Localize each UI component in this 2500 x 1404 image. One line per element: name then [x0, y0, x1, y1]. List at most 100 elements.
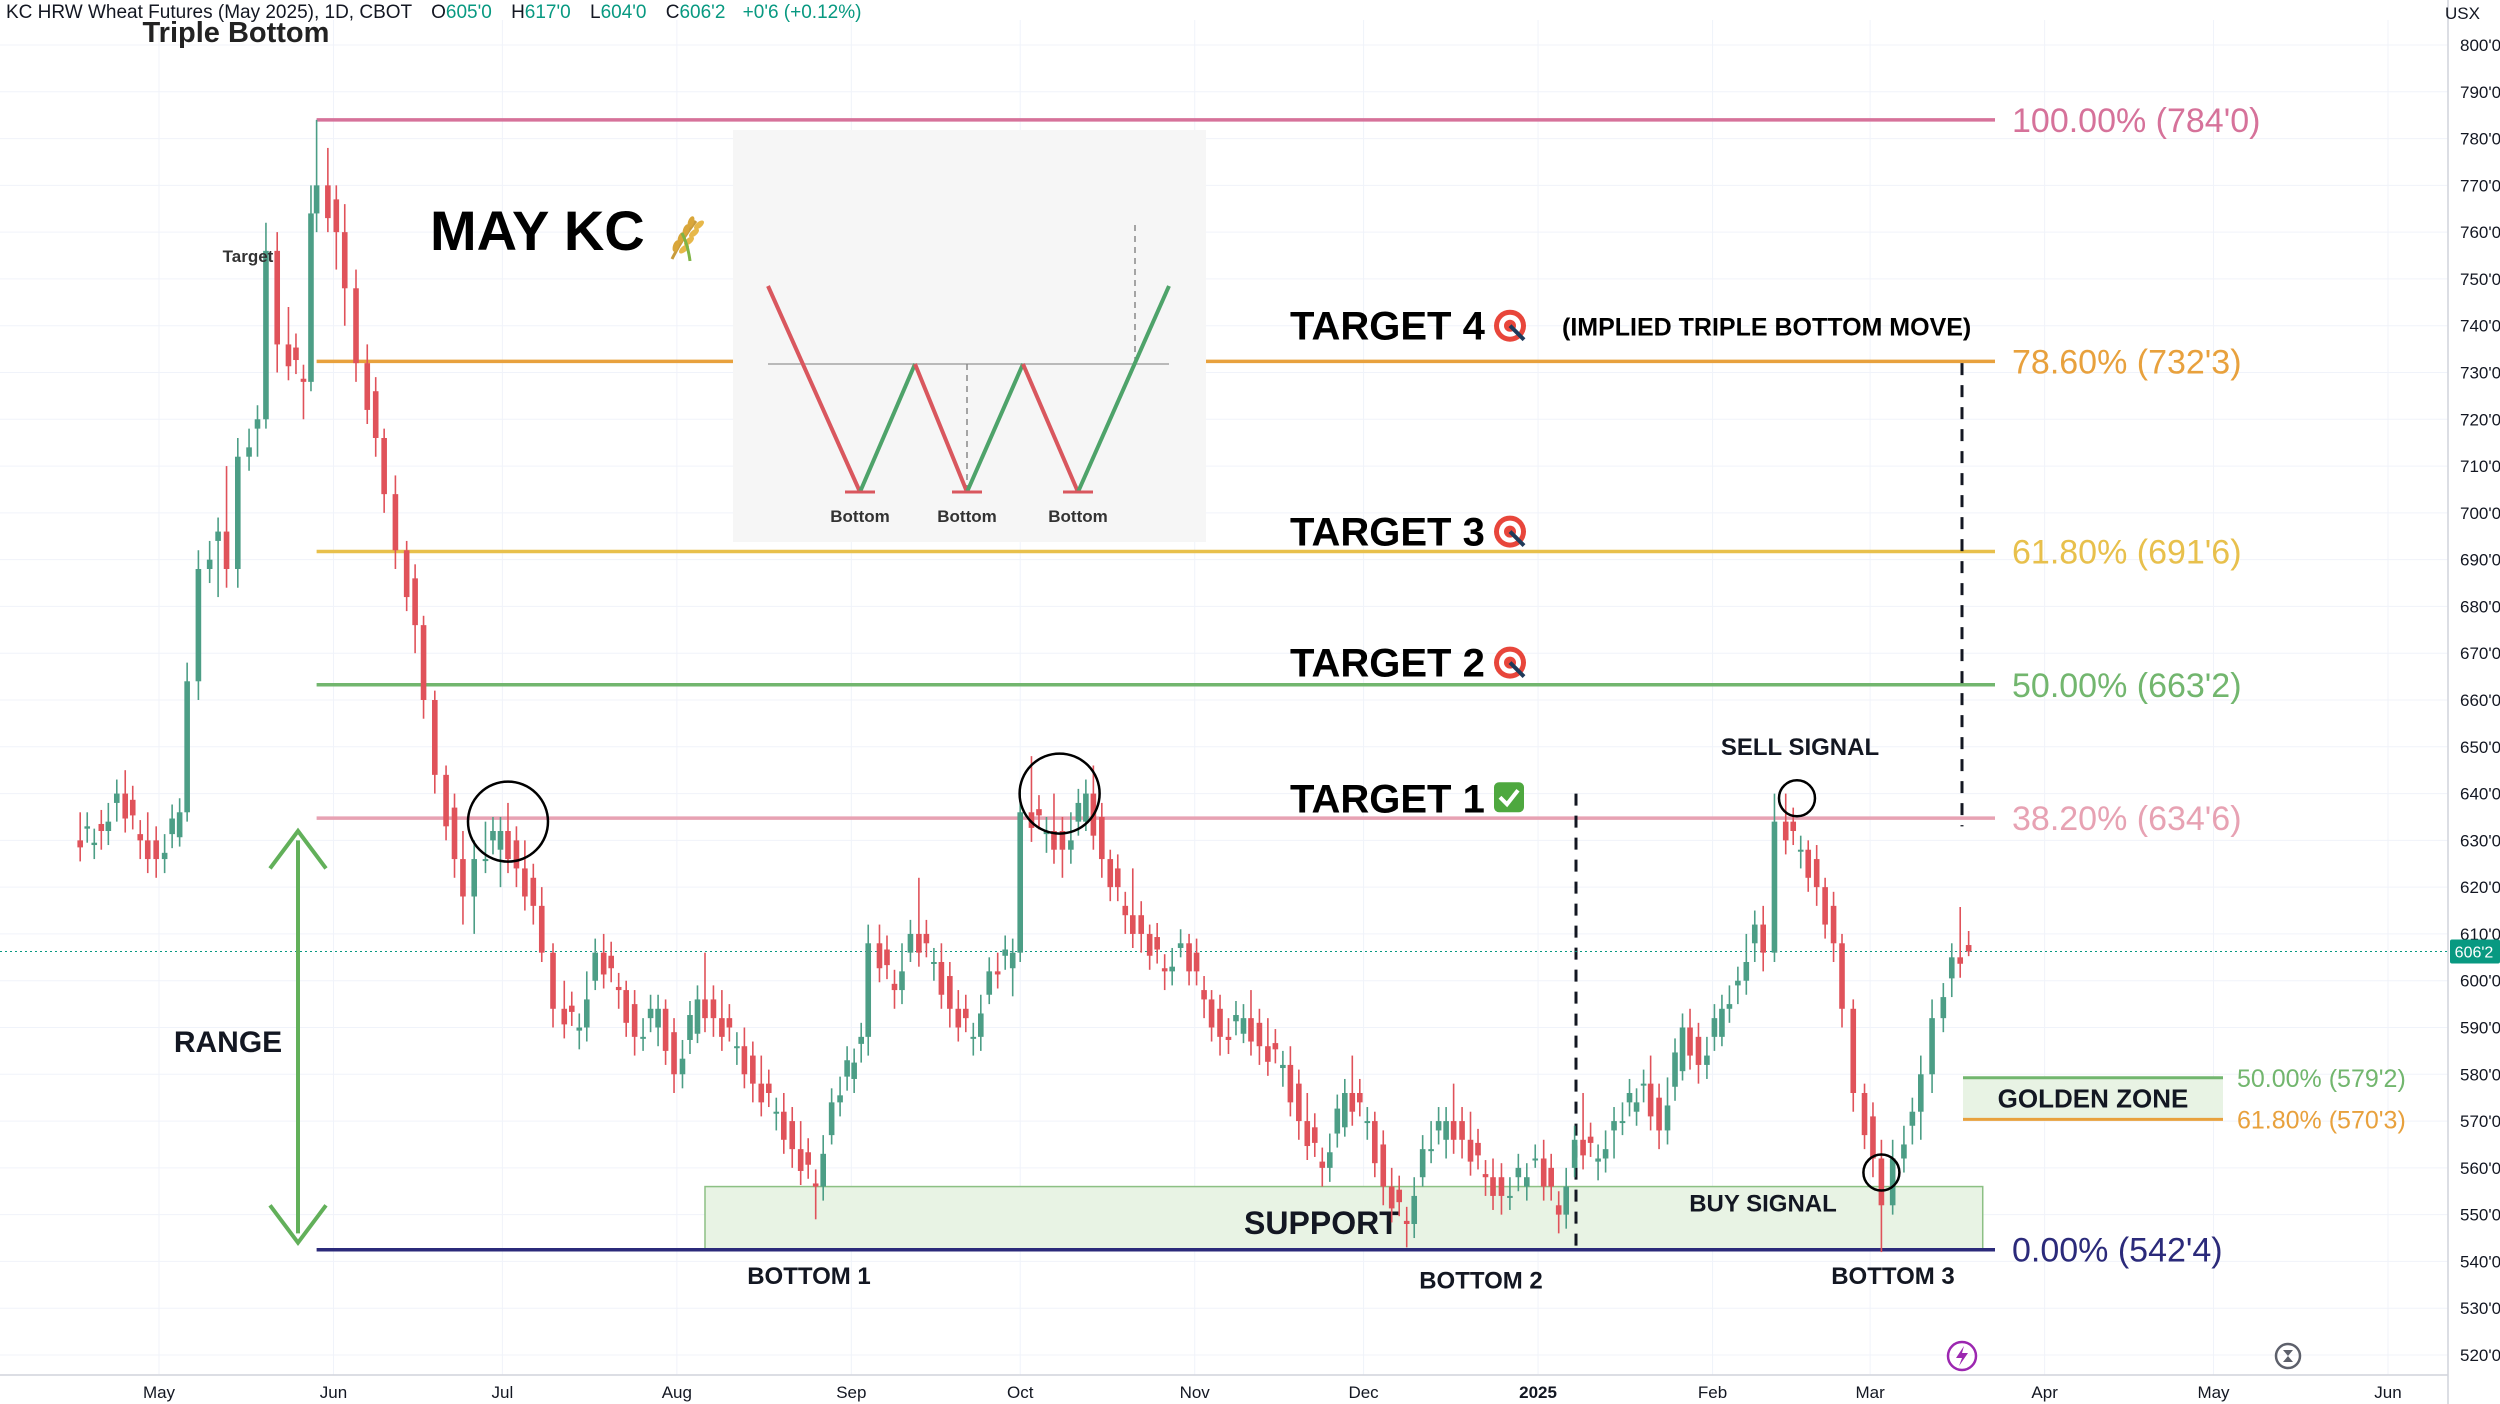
grid: [0, 20, 2448, 1375]
range-arrow-head-down: [268, 1204, 328, 1247]
candle-body: [1751, 924, 1758, 944]
candle-body: [631, 1004, 638, 1037]
fib-level: 38.20% (634'6): [316, 800, 2242, 838]
price-tick-label: 530'0: [2460, 1299, 2500, 1318]
inset-pattern-segment: [913, 363, 969, 493]
candle-body: [300, 378, 307, 382]
fib-label: 78.60% (732'3): [2012, 343, 2242, 381]
candle-body: [1129, 915, 1136, 934]
candle-body: [931, 962, 937, 964]
support-label: SUPPORT: [1244, 1205, 1399, 1241]
fib-label: 61.80% (691'6): [2012, 533, 2242, 571]
time-tick-label: 2025: [1519, 1383, 1557, 1402]
bottom-3-label: BOTTOM 3: [1831, 1263, 1955, 1290]
candle-body: [451, 807, 458, 860]
open-label: O: [431, 2, 446, 23]
candle-body: [1419, 1149, 1426, 1178]
candle-body: [1507, 1195, 1513, 1198]
candle-body: [1349, 1093, 1356, 1112]
wheat-grain: [672, 240, 680, 252]
candle-body: [1217, 1008, 1223, 1037]
candle-body: [1656, 1097, 1662, 1131]
fib-level: 100.00% (784'0): [316, 102, 2260, 140]
fib-label: 50.00% (663'2): [2012, 667, 2242, 705]
candle-body: [1760, 924, 1767, 953]
candle-body: [851, 1062, 857, 1079]
candle-body: [1540, 1158, 1547, 1187]
dart-shaft: [1508, 324, 1526, 342]
low-value: 604'0: [600, 2, 647, 23]
candle-body: [313, 185, 320, 214]
candle-body: [962, 1008, 969, 1019]
lightning-icon[interactable]: [1945, 1339, 1979, 1373]
candle-body: [1555, 1205, 1562, 1215]
candle-body: [1075, 802, 1082, 822]
candle-body: [671, 1032, 677, 1075]
candle-body: [655, 1008, 661, 1028]
candle-body: [1028, 812, 1035, 828]
candle-body: [1664, 1105, 1671, 1131]
time-tick-label: Jun: [2374, 1383, 2401, 1402]
price-tick-label: 710'0: [2460, 457, 2500, 476]
candle-body: [1830, 905, 1837, 944]
candle-body: [195, 569, 202, 682]
candle-body: [1672, 1052, 1678, 1087]
candle-body: [1822, 887, 1828, 925]
candle-body: [1169, 966, 1175, 972]
candle-body: [1272, 1043, 1279, 1050]
highlight-circle: [1777, 779, 1817, 818]
candle-body: [1380, 1144, 1387, 1187]
price-tick-label: 690'0: [2460, 551, 2500, 570]
triple-bottom-diagram: Bottom Bottom Bottom: [733, 130, 1206, 542]
candle-body: [1083, 793, 1089, 822]
candle-body: [1909, 1111, 1916, 1126]
candle-body: [1595, 1158, 1601, 1162]
chart-title: MAY KC: [430, 199, 645, 262]
inset-bottom-label: Bottom: [1048, 507, 1107, 526]
high-label: H: [511, 2, 525, 23]
candle-body: [702, 999, 708, 1019]
price-tick-label: 520'0: [2460, 1346, 2500, 1365]
candle-body: [844, 1060, 850, 1077]
candle-body: [1459, 1121, 1465, 1140]
price-tick-label: 680'0: [2460, 597, 2500, 616]
candle-body: [1719, 1008, 1725, 1037]
candle-body: [1580, 1139, 1586, 1156]
candle-body: [1587, 1136, 1594, 1143]
candle-body: [105, 821, 112, 831]
candle-body: [1889, 1158, 1896, 1206]
candle-body: [1411, 1195, 1418, 1224]
currency-unit: USX: [2445, 4, 2480, 23]
open-value: 605'0: [445, 2, 492, 23]
candle-body: [169, 818, 175, 835]
candle-body: [77, 840, 83, 848]
range-label: RANGE: [174, 1026, 282, 1059]
candle-body: [1225, 1036, 1232, 1040]
candle-body: [1743, 962, 1750, 981]
high-value: 617'0: [524, 2, 571, 23]
candle-body: [1563, 1186, 1569, 1215]
candle-body: [91, 842, 98, 846]
candle-body: [353, 288, 359, 364]
fib-label: 100.00% (784'0): [2012, 102, 2260, 140]
inset-pattern-segment: [1021, 363, 1080, 493]
candle-body: [530, 877, 537, 906]
candle-body: [1929, 1018, 1935, 1075]
candle-body: [994, 971, 1001, 975]
candle-body: [1633, 1102, 1640, 1112]
support-zone: [704, 1185, 1984, 1251]
candle-body: [789, 1121, 796, 1150]
candle-body: [623, 990, 629, 1023]
candle-body: [1233, 1015, 1239, 1022]
candle-body: [710, 999, 717, 1019]
candle-body: [1626, 1093, 1633, 1103]
inset-background: [733, 130, 1206, 542]
candle-body: [1334, 1108, 1341, 1134]
candle-body: [986, 971, 993, 995]
candle-body: [1918, 1074, 1924, 1112]
candle-body: [561, 1008, 568, 1025]
candle-body: [734, 1046, 740, 1049]
check-tick: [1498, 789, 1520, 808]
replay-icon[interactable]: [2273, 1341, 2307, 1375]
